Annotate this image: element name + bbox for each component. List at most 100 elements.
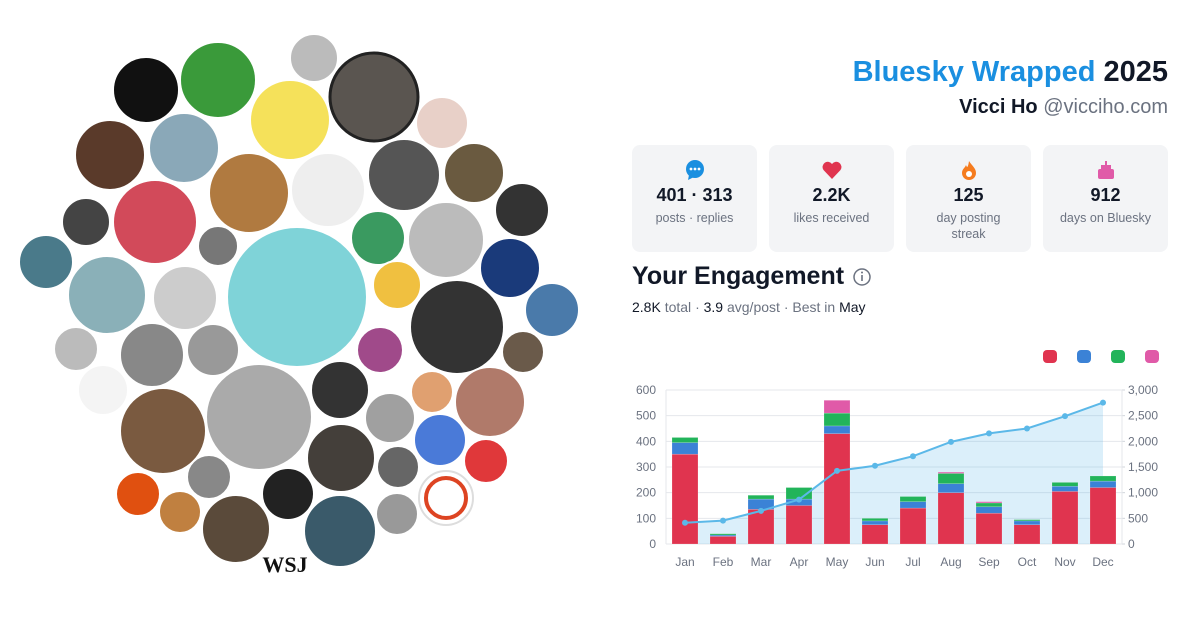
stat-label: day posting streak (936, 211, 1001, 241)
avatar (463, 438, 509, 484)
bar-segment (823, 400, 851, 414)
year: 2025 (1103, 56, 1168, 88)
bar-segment (823, 425, 851, 434)
line-point (986, 430, 992, 437)
x-tick-label: Nov (1054, 555, 1075, 569)
avatar (289, 33, 339, 83)
avatar (74, 119, 146, 191)
line (684, 401, 1104, 524)
line-point (720, 517, 726, 524)
avatar (376, 445, 420, 489)
avatar (494, 182, 550, 238)
bar-segment (861, 518, 889, 522)
y2-tick-label: 2,000 (1128, 434, 1158, 448)
bar-segment (937, 492, 965, 545)
avatar-sign (424, 476, 468, 520)
avatar (310, 360, 370, 420)
avatar (18, 234, 74, 290)
avatar (186, 323, 240, 377)
summary-sep: · (783, 299, 789, 315)
avatar (454, 366, 526, 438)
bar-segment (1013, 520, 1041, 526)
avatar (364, 392, 416, 444)
info-icon-dot (861, 271, 863, 274)
avatar (249, 79, 331, 161)
logo-text: WSJ (262, 552, 307, 577)
bar-segment (975, 501, 1003, 504)
avatar (197, 225, 239, 267)
avatar (479, 237, 541, 299)
x-tick-label: Oct (1018, 555, 1037, 569)
avatar (372, 260, 422, 310)
avatar (61, 197, 111, 247)
avatar (158, 490, 202, 534)
legend-icon (1111, 350, 1125, 363)
bar-segment (1051, 491, 1079, 545)
stat-icon (686, 160, 704, 180)
info-icon (853, 268, 871, 286)
bar-segment (937, 471, 965, 474)
avatar (350, 210, 406, 266)
bar-segment (671, 453, 699, 545)
stat-card: 2.2K likes received (769, 145, 894, 252)
avatar (356, 326, 404, 374)
line-point (796, 496, 802, 503)
stat-label: days on Bluesky (1059, 211, 1152, 225)
summary-text: avg/post (726, 299, 780, 315)
avatar (415, 96, 469, 150)
stat-icon (822, 161, 842, 179)
stat-card: 401 · 313 posts · replies (632, 145, 757, 252)
stat-label: posts · replies (655, 211, 734, 225)
line-point (682, 519, 688, 526)
y2-tick-label: 0 (1128, 537, 1135, 551)
bar-segment (1051, 482, 1079, 487)
bar-segment (937, 473, 965, 484)
y-tick-label: 400 (636, 434, 656, 448)
avatar (501, 330, 545, 374)
y2-tick-label: 2,500 (1128, 409, 1158, 423)
stat-card: 125 day posting streak (906, 145, 1031, 252)
avatar (410, 370, 454, 414)
x-tick-label: Apr (790, 555, 809, 569)
avatar (303, 494, 377, 568)
x-tick-label: Mar (751, 555, 772, 569)
x-tick-label: May (826, 555, 849, 569)
y2-tick-label: 3,000 (1128, 383, 1158, 397)
y-tick-label: 300 (636, 460, 656, 474)
stat-icon (1098, 161, 1114, 179)
avatar (205, 363, 313, 471)
x-tick-label: Jul (905, 555, 920, 569)
avatar (53, 326, 99, 372)
avatar (208, 152, 290, 234)
avatar (306, 423, 376, 493)
x-tick-label: Jun (865, 555, 884, 569)
user: Vicci Ho @vicciho.com (959, 96, 1168, 119)
avatar (77, 364, 129, 416)
bar-segment (861, 524, 889, 545)
y2-tick-label: 1,000 (1128, 486, 1158, 500)
summary-sep: · (695, 299, 700, 315)
avatar (290, 152, 366, 228)
stat-value: 125 (953, 185, 984, 205)
y-tick-label: 100 (636, 511, 656, 525)
avatar (112, 179, 198, 265)
x-tick-label: Feb (713, 555, 734, 569)
legend-icon (1077, 350, 1091, 363)
line-point (834, 467, 840, 474)
stat-icon (962, 161, 976, 180)
bar-segment (671, 442, 699, 455)
brand: Bluesky Wrapped (852, 56, 1096, 88)
info-icon-ring (853, 268, 871, 286)
bar-segment (823, 412, 851, 427)
avatar (409, 279, 505, 375)
avatar (524, 282, 580, 338)
x-tick-label: Jan (675, 555, 694, 569)
stat-value: 2.2K (812, 185, 851, 205)
bar-segment (823, 433, 851, 545)
user-name: Vicci Ho (959, 96, 1038, 118)
x-tick-label: Dec (1092, 555, 1113, 569)
bar-segment (899, 496, 927, 502)
y2-tick-label: 500 (1128, 511, 1148, 525)
